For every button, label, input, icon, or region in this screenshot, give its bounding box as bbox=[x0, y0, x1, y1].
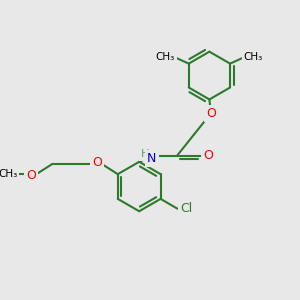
Text: H: H bbox=[141, 149, 149, 159]
Text: CH₃: CH₃ bbox=[0, 169, 17, 179]
Text: O: O bbox=[203, 149, 213, 162]
Text: O: O bbox=[26, 169, 36, 182]
Text: O: O bbox=[206, 107, 216, 120]
Text: CH₃: CH₃ bbox=[244, 52, 263, 61]
Text: O: O bbox=[92, 156, 102, 170]
Text: Cl: Cl bbox=[180, 202, 192, 215]
Text: N: N bbox=[147, 152, 157, 165]
Text: CH₃: CH₃ bbox=[156, 52, 175, 61]
